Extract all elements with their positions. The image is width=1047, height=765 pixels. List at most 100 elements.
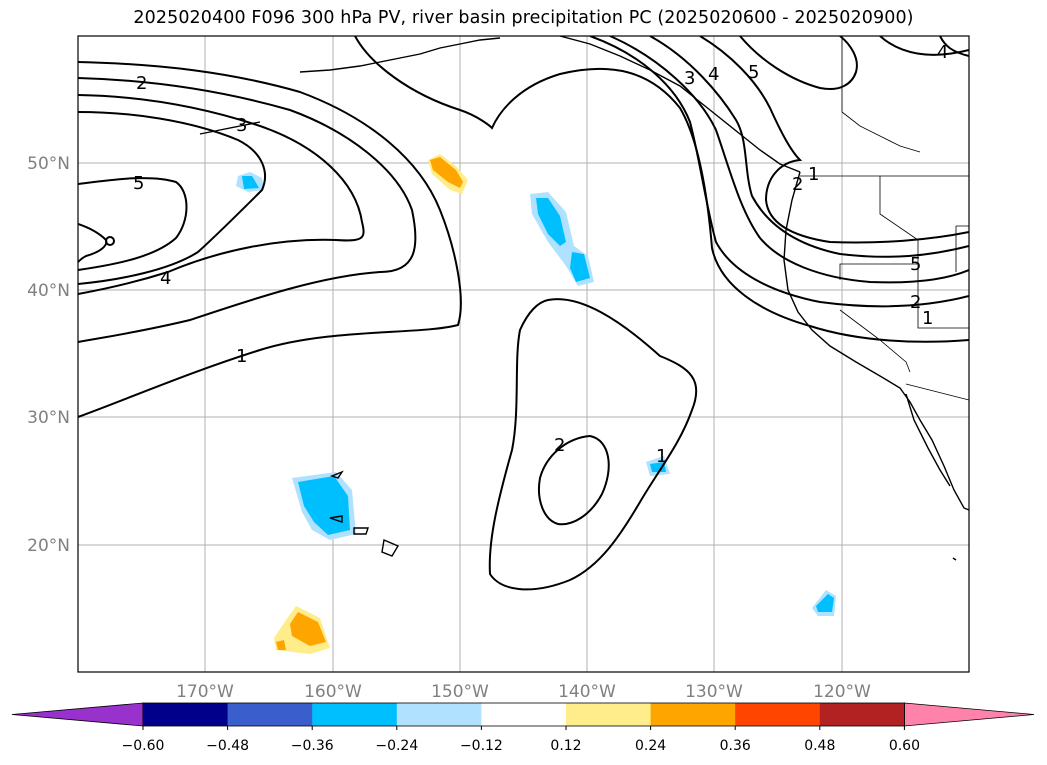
- contour-label-5b: 5: [748, 62, 759, 83]
- contour-label-1d: 1: [808, 164, 819, 185]
- colorbar-segment: [735, 703, 821, 726]
- colorbar-segment: [566, 703, 652, 726]
- contour-label-2: 2: [136, 73, 147, 94]
- contour-label-5: 5: [133, 173, 144, 194]
- colorbar-tick-label: 0.24: [635, 738, 666, 754]
- lat-label-30n: 30°N: [27, 408, 70, 428]
- molokai: [353, 527, 369, 535]
- alaska-coast: [559, 36, 801, 173]
- state-borders-4: [955, 225, 969, 272]
- pv-contour-4: [78, 111, 266, 285]
- pv-contour-2: [78, 77, 417, 343]
- pv-contour-10: [589, 36, 969, 308]
- borders: [800, 36, 969, 401]
- contour-label-2b: 2: [554, 435, 565, 456]
- lon-label-130w: 130°W: [685, 682, 743, 702]
- contour-label-2c: 2: [910, 292, 921, 313]
- map-title: 2025020400 F096 300 hPa PV, river basin …: [133, 8, 914, 28]
- precipitation-shading: [236, 154, 836, 654]
- lat-label-20n: 20°N: [27, 536, 70, 556]
- lon-label-150w: 150°W: [431, 682, 489, 702]
- contour-label-4c: 4: [937, 42, 948, 63]
- west-coast-us-mexico: [783, 171, 969, 511]
- map-frame: [77, 35, 970, 673]
- colorbar-tick-label: −0.24: [375, 738, 418, 754]
- shade-orange: [290, 612, 326, 646]
- pv-contours: [78, 36, 969, 591]
- baja-california: [905, 393, 951, 487]
- us-mexico-border: [905, 383, 969, 401]
- contour-label-1: 1: [236, 346, 247, 367]
- lat-label-50n: 50°N: [27, 154, 70, 174]
- colorbar-segment: [650, 703, 736, 726]
- pv-contour-closed-small: [105, 236, 115, 246]
- pv-contour-13: [699, 36, 969, 244]
- pv-contour-8: [488, 298, 698, 591]
- colorbar-segment: [396, 703, 482, 726]
- colorbar-segment: [143, 703, 229, 726]
- revillagigedo: [952, 557, 957, 561]
- colorbar: −0.60 −0.48 −0.36 −0.24 −0.12 0.12 0.24 0.36 0.4…: [11, 702, 1035, 754]
- pv-contour-12: [649, 36, 969, 258]
- colorbar-segment: [312, 703, 398, 726]
- shade-orange: [430, 157, 463, 188]
- shade-blue: [650, 462, 666, 472]
- pv-contour-6: [78, 223, 108, 263]
- lon-label-160w: 160°W: [304, 682, 362, 702]
- lon-label-170w: 170°W: [176, 682, 234, 702]
- colorbar-tick-label: 0.48: [804, 738, 835, 754]
- shade-blue: [536, 198, 566, 246]
- aleutian-west: [199, 121, 261, 135]
- contour-label-3b: 3: [684, 68, 695, 89]
- colorbar-tick-label: −0.36: [291, 738, 334, 754]
- coastlines: [199, 36, 969, 561]
- colorbar-extend-min: [11, 702, 144, 727]
- pv-contour-11: [609, 36, 969, 284]
- colorbar-outline: [142, 702, 905, 727]
- colorbar-extend-max: [904, 702, 1035, 727]
- colorbar-segment: [481, 703, 567, 726]
- colorbar-segment: [819, 703, 905, 726]
- lat-label-40n: 40°N: [27, 281, 70, 301]
- oahu: [329, 515, 343, 523]
- state-borders-2: [917, 264, 969, 329]
- pv-contour-16: [939, 36, 969, 57]
- contour-label-2d: 2: [792, 174, 803, 195]
- shade-blue: [816, 594, 834, 612]
- contour-label-1b: 1: [656, 446, 667, 467]
- state-borders-1: [839, 176, 919, 280]
- lon-label-120w: 120°W: [813, 682, 871, 702]
- pv-contour-5: [78, 177, 188, 271]
- pv-contour-1: [78, 61, 462, 418]
- alaska-bc-border: [841, 111, 921, 153]
- lon-labels: 170°W 160°W 150°W 140°W 130°W 120°W: [176, 682, 871, 702]
- colorbar-tick-label: 0.12: [550, 738, 581, 754]
- shade-blue: [242, 176, 259, 189]
- pv-contour-7: [354, 36, 969, 343]
- colorbar-tick-label: −0.12: [460, 738, 503, 754]
- pv-contour-15: [739, 36, 858, 90]
- colorbar-segment: [227, 703, 313, 726]
- lat-labels: 50°N 40°N 30°N 20°N: [27, 154, 70, 556]
- pv-contour-3: [78, 94, 365, 295]
- shade-orange: [276, 640, 286, 650]
- contour-label-1c: 1: [922, 308, 933, 329]
- colorbar-tick-label: −0.60: [122, 738, 165, 754]
- colorbar-ticks: −0.60 −0.48 −0.36 −0.24 −0.12 0.12 0.24 0.36 0.4…: [122, 726, 920, 754]
- state-borders-3: [839, 309, 911, 373]
- contour-label-4: 4: [160, 268, 171, 289]
- shade-blue: [570, 252, 590, 282]
- kauai: [329, 470, 344, 479]
- contour-label-5c: 5: [910, 254, 921, 275]
- map-background: [78, 36, 969, 672]
- colorbar-segments: [11, 702, 1035, 727]
- colorbar-tick-label: 0.36: [720, 738, 751, 754]
- colorbar-tick-label: −0.48: [206, 738, 249, 754]
- colorbar-tick-label: 0.60: [889, 738, 920, 754]
- pv-contour-9: [538, 434, 610, 526]
- aleutian-chain: [299, 37, 501, 73]
- lon-label-140w: 140°W: [558, 682, 616, 702]
- big-island: [381, 539, 400, 557]
- contour-label-4b: 4: [708, 64, 719, 85]
